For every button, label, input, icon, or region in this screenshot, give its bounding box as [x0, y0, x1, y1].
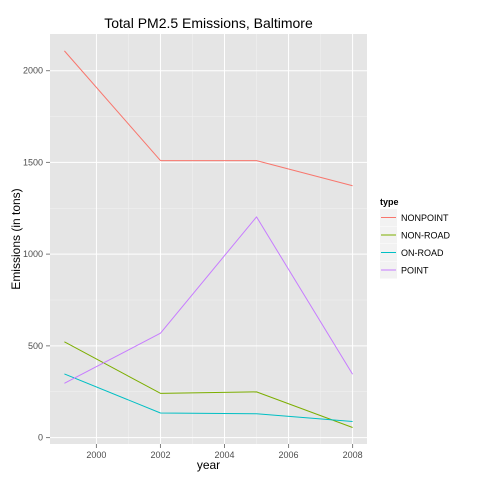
- x-tick-label: 2000: [86, 450, 106, 460]
- legend-label: ON-ROAD: [401, 248, 444, 258]
- x-axis-ticks: 2000 2002 2004 2006 2008: [86, 444, 363, 460]
- legend-label: POINT: [401, 266, 429, 276]
- y-tick-label: 0: [38, 433, 43, 443]
- series-line-non-road: [64, 341, 353, 428]
- series-line-nonpoint: [64, 50, 353, 187]
- series-line-on-road: [64, 373, 353, 422]
- legend-item-non-road: NON-ROAD: [380, 226, 450, 244]
- y-tick-label: 500: [28, 341, 43, 351]
- minor-gridlines: [50, 34, 367, 444]
- legend-label: NONPOINT: [401, 213, 449, 223]
- legend-item-nonpoint: NONPOINT: [380, 209, 449, 226]
- legend: type NONPOINT NON-ROAD ON-ROAD POINT: [380, 197, 450, 279]
- y-axis-title: Emissions (in tons): [9, 188, 23, 289]
- x-tick-label: 2002: [150, 450, 170, 460]
- y-axis-ticks: 0 500 1000 1500 2000: [23, 66, 50, 443]
- major-gridlines: [50, 34, 367, 444]
- legend-item-on-road: ON-ROAD: [380, 244, 444, 261]
- legend-label: NON-ROAD: [401, 231, 450, 241]
- y-tick-label: 1000: [23, 249, 43, 259]
- legend-items: NONPOINT NON-ROAD ON-ROAD POINT: [380, 209, 450, 279]
- legend-title: type: [380, 197, 399, 207]
- x-tick-label: 2004: [214, 450, 234, 460]
- plot-panel: [50, 34, 367, 444]
- x-axis-title: year: [197, 458, 220, 472]
- x-tick-label: 2006: [279, 450, 299, 460]
- chart-title: Total PM2.5 Emissions, Baltimore: [104, 15, 313, 31]
- y-tick-label: 1500: [23, 157, 43, 167]
- legend-item-point: POINT: [380, 261, 429, 279]
- series-lines: [64, 50, 354, 428]
- series-line-point: [64, 216, 354, 384]
- x-tick-label: 2008: [343, 450, 363, 460]
- y-tick-label: 2000: [23, 66, 43, 76]
